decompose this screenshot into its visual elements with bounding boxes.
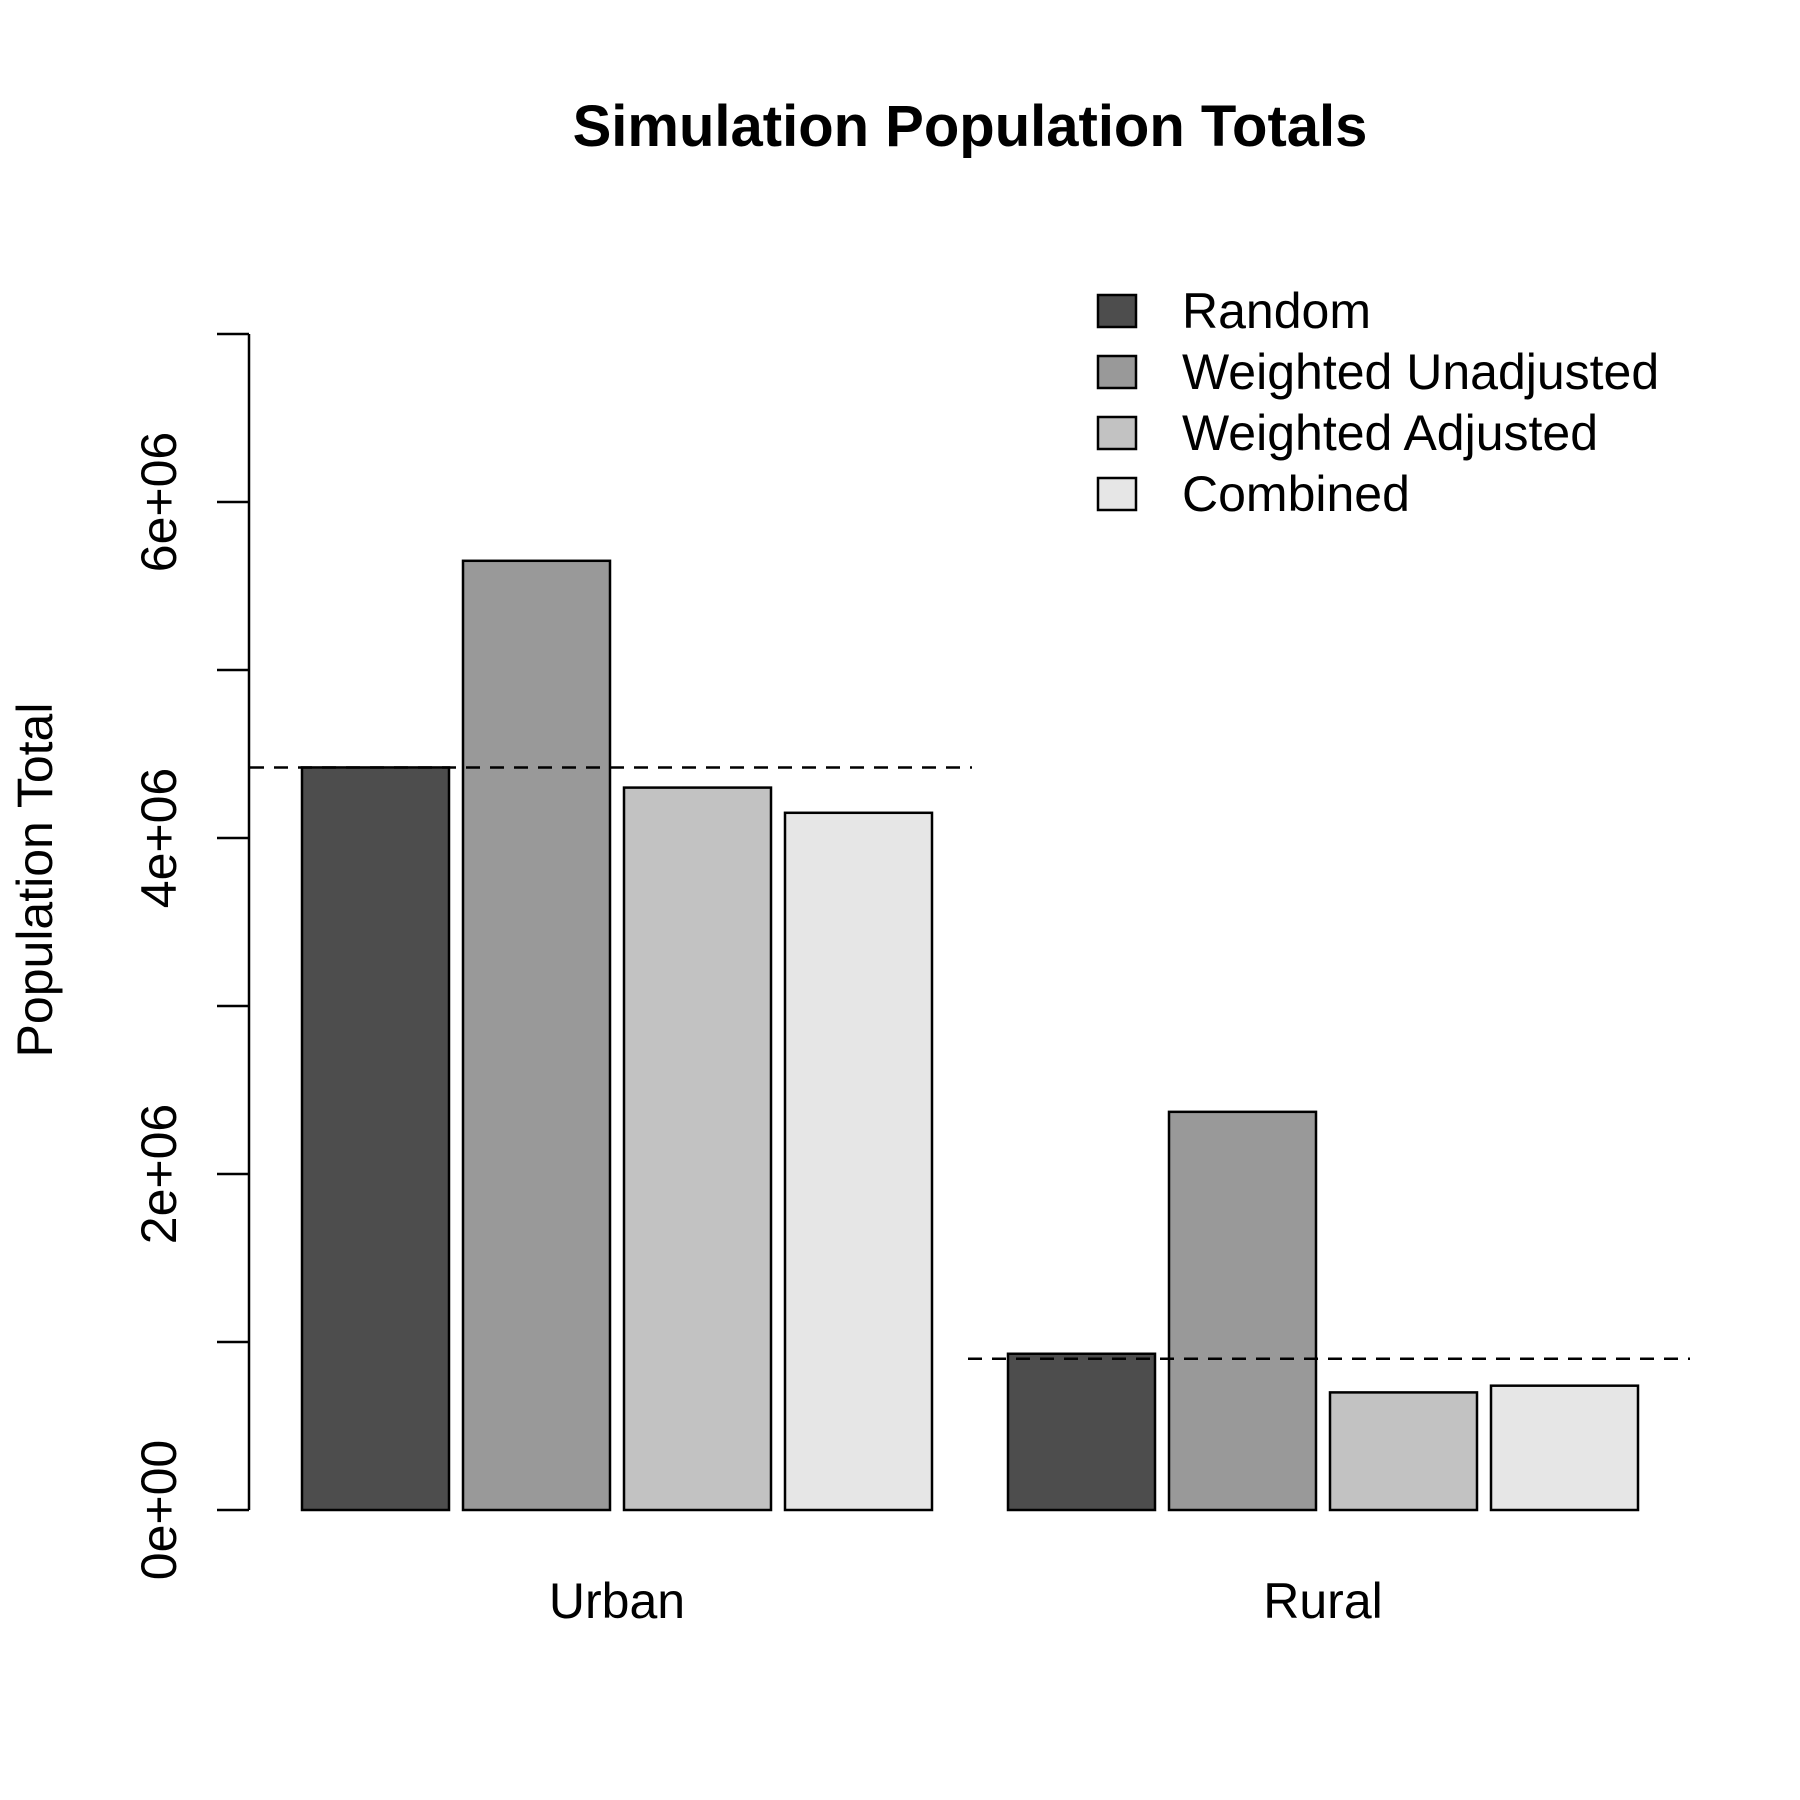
legend-swatch: [1096, 354, 1138, 390]
bars: [300, 559, 1640, 1512]
y-tick-label: 2e+06: [131, 1104, 187, 1244]
bar-urban-random: [300, 766, 451, 1512]
y-tick-label: 6e+06: [131, 432, 187, 572]
y-tick-label: 0e+00: [131, 1440, 187, 1580]
legend-swatch: [1096, 415, 1138, 451]
legend-swatch: [1096, 476, 1138, 512]
legend-label: Random: [1182, 283, 1371, 339]
bar-urban-combined: [783, 811, 934, 1512]
y-tick-label: 4e+06: [131, 768, 187, 908]
bar-urban-weighted-unadjusted: [461, 559, 612, 1512]
legend-label: Combined: [1182, 466, 1410, 522]
bar-rural-weighted-adjusted: [1328, 1391, 1479, 1512]
category-label: Rural: [1263, 1573, 1382, 1629]
bar-rural-random: [1006, 1352, 1157, 1512]
legend-label: Weighted Adjusted: [1182, 405, 1598, 461]
bar-urban-weighted-adjusted: [622, 786, 773, 1512]
bar-rural-weighted-unadjusted: [1167, 1110, 1318, 1512]
chart-title: Simulation Population Totals: [573, 94, 1368, 159]
y-axis-label: Population Total: [7, 703, 63, 1058]
bar-rural-combined: [1489, 1384, 1640, 1512]
legend-label: Weighted Unadjusted: [1182, 344, 1659, 400]
reference-lines: [250, 766, 1690, 1361]
y-axis: 0e+00 2e+06 4e+06 6e+06: [131, 332, 251, 1580]
category-label: Urban: [549, 1573, 685, 1629]
legend-swatch: [1096, 293, 1138, 329]
category-labels: Urban Rural: [549, 1573, 1383, 1629]
